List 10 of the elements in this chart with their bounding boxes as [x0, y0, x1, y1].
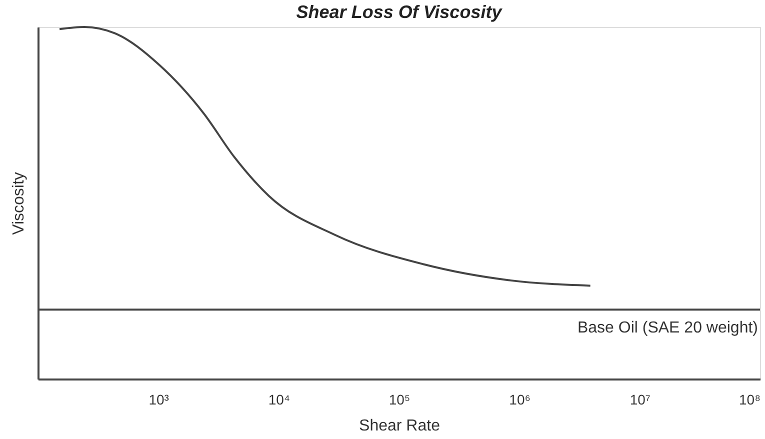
x-axis-title: Shear Rate	[359, 418, 440, 434]
chart-title: Shear Loss Of Viscosity	[296, 2, 503, 22]
x-tick-label: 10⁴	[268, 392, 290, 408]
ref-line-label: Base Oil (SAE 20 weight)	[577, 320, 758, 337]
x-tick-label: 10³	[148, 392, 170, 408]
y-axis-title: Viscosity	[10, 172, 28, 235]
x-tick-label: 10⁸	[739, 392, 761, 408]
x-tick-label: 10⁵	[388, 392, 410, 408]
x-tick-label: 10⁶	[509, 392, 531, 408]
x-tick-label: 10⁷	[630, 392, 650, 408]
